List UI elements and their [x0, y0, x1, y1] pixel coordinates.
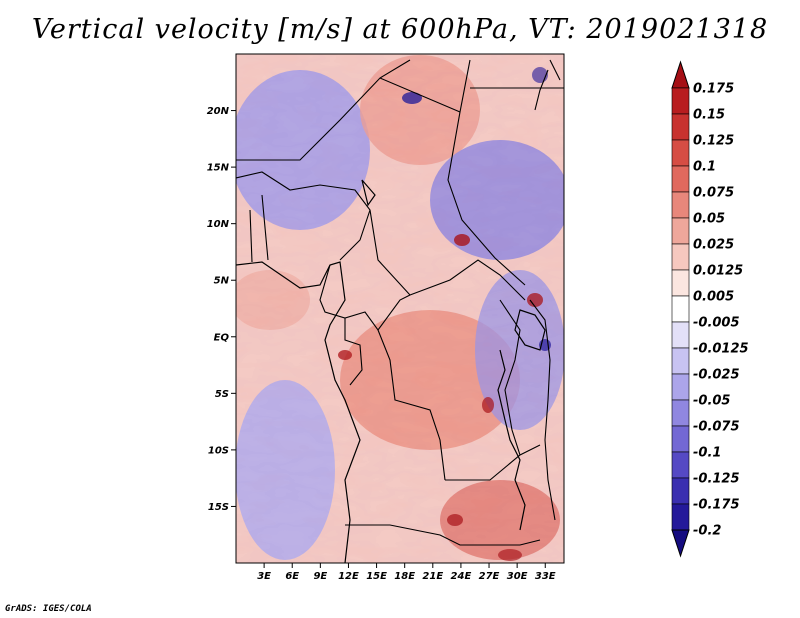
colorbar-swatch: [671, 347, 690, 375]
colorbar-swatch: [671, 269, 690, 297]
lake-victoria: [514, 309, 546, 351]
colorbar-min-triangle: [671, 529, 690, 558]
core-strong-positive-5: [447, 514, 463, 526]
colorbar: 0.175 0.15 0.125 0.1 0.075 0.05 0.025 0.0125 0.0…: [671, 60, 749, 558]
colorbar-level-label: 0.175: [693, 82, 734, 97]
boundary-zambia: [445, 444, 541, 481]
colorbar-swatch: [671, 373, 690, 401]
core-strong-positive-4: [482, 397, 494, 413]
colorbar-swatch: [671, 425, 690, 453]
colorbar-swatch: [671, 477, 690, 505]
lon-tick-label: 27E: [479, 571, 500, 582]
map-title: Vertical velocity [m/s] at 600hPa, VT: 2…: [31, 14, 769, 45]
core-strong-positive-3: [338, 350, 352, 360]
lat-tick-label: 10N: [207, 219, 230, 230]
colorbar-swatch: [671, 321, 690, 349]
colorbar-swatch: [671, 191, 690, 219]
colorbar-level-label: -0.005: [693, 316, 740, 331]
colorbar-swatch: [671, 217, 690, 245]
colorbar-swatch: [671, 113, 690, 141]
lon-tick-label: 12E: [338, 571, 359, 582]
lon-tick-label: 21E: [422, 571, 443, 582]
core-strong-positive-1: [454, 234, 470, 246]
lon-tick-label: 3E: [257, 571, 271, 582]
boundary-drc-angola: [377, 329, 446, 481]
colorbar-level-label: 0.025: [693, 238, 734, 253]
lat-tick-label: 5S: [215, 389, 229, 400]
colorbar-level-label: -0.125: [693, 472, 740, 487]
colorbar-swatch: [671, 399, 690, 427]
boundary-cameroon: [319, 264, 411, 331]
lat-tick-label: 15N: [207, 163, 230, 174]
lake-chad: [361, 179, 376, 207]
colorbar-level-label: 0.005: [693, 290, 734, 305]
colorbar-swatch: [671, 451, 690, 479]
colorbar-level-label: -0.2: [693, 524, 721, 539]
colorbar-level-label: -0.175: [693, 498, 740, 513]
boundary-nile: [534, 59, 561, 111]
boundary-chad-sudan: [447, 111, 526, 286]
grads-credit: GrADS: IGES/COLA: [5, 604, 92, 614]
lon-tick-label: 15E: [366, 571, 387, 582]
colorbar-max-triangle: [671, 60, 690, 89]
lon-tick-label: 30E: [507, 571, 528, 582]
lon-tick-label: 24E: [451, 571, 472, 582]
colorbar-swatch: [671, 295, 690, 323]
boundary-niger-nigeria: [236, 171, 371, 261]
velocity-field: [236, 54, 564, 563]
colorbar-swatch: [671, 139, 690, 167]
boundary-gabon: [344, 318, 363, 386]
core-strong-positive-6: [498, 549, 522, 561]
region-north-west-negative: [236, 70, 370, 230]
boundary-chad-car: [369, 209, 526, 301]
region-lakes-negative: [475, 270, 564, 430]
boundary-benin-togo: [249, 194, 269, 263]
lat-tick-label: 10S: [208, 445, 229, 456]
longitude-axis: 3E 6E 9E 12E 15E 18E 21E 24E 27E 30E 33E: [257, 563, 556, 582]
region-congo-positive: [340, 310, 520, 450]
lat-tick-label: 15S: [208, 502, 229, 513]
colorbar-level-label: 0.05: [693, 212, 725, 227]
core-strong-negative-1: [402, 92, 422, 104]
colorbar-level-label: -0.1: [693, 446, 721, 461]
colorbar-level-label: 0.0125: [693, 264, 743, 279]
colorbar-level-label: -0.0125: [693, 342, 749, 357]
colorbar-level-label: -0.05: [693, 394, 730, 409]
lake-tanganyika-malawi: [497, 349, 526, 531]
colorbar-swatch: [671, 165, 690, 193]
lon-tick-label: 9E: [313, 571, 327, 582]
colorbar-level-label: 0.075: [693, 186, 734, 201]
colorbar-level-label: -0.075: [693, 420, 740, 435]
coastline-west-africa: [236, 261, 361, 563]
colorbar-swatch: [671, 87, 690, 115]
lon-tick-label: 6E: [285, 571, 299, 582]
map-frame: [235, 53, 565, 564]
region-atlantic-negative: [236, 380, 335, 560]
colorbar-level-label: 0.125: [693, 134, 734, 149]
region-gulf-positive: [236, 270, 310, 330]
boundary-namibia: [345, 524, 541, 546]
lat-tick-label: 20N: [207, 106, 230, 117]
lon-tick-label: 33E: [535, 571, 556, 582]
colorbar-level-label: 0.15: [693, 108, 725, 123]
field-texture: [236, 54, 564, 563]
coastlines: [236, 179, 546, 563]
colorbar-swatch: [671, 503, 690, 531]
region-sudan-negative: [430, 140, 564, 260]
lat-tick-label: 5N: [214, 276, 230, 287]
boundary-tanzania: [529, 299, 556, 521]
colorbar-level-label: -0.025: [693, 368, 740, 383]
region-south-positive: [440, 480, 560, 560]
latitude-axis: 20N 15N 10N 5N EQ 5S 10S 15S: [207, 106, 236, 513]
lat-tick-label: EQ: [214, 332, 230, 343]
country-boundaries: [236, 59, 564, 546]
boundary-algeria-mali: [236, 59, 411, 161]
colorbar-level-label: 0.1: [693, 160, 716, 175]
colorbar-swatch: [671, 243, 690, 271]
lon-tick-label: 18E: [394, 571, 415, 582]
core-strong-positive-2: [527, 293, 543, 307]
